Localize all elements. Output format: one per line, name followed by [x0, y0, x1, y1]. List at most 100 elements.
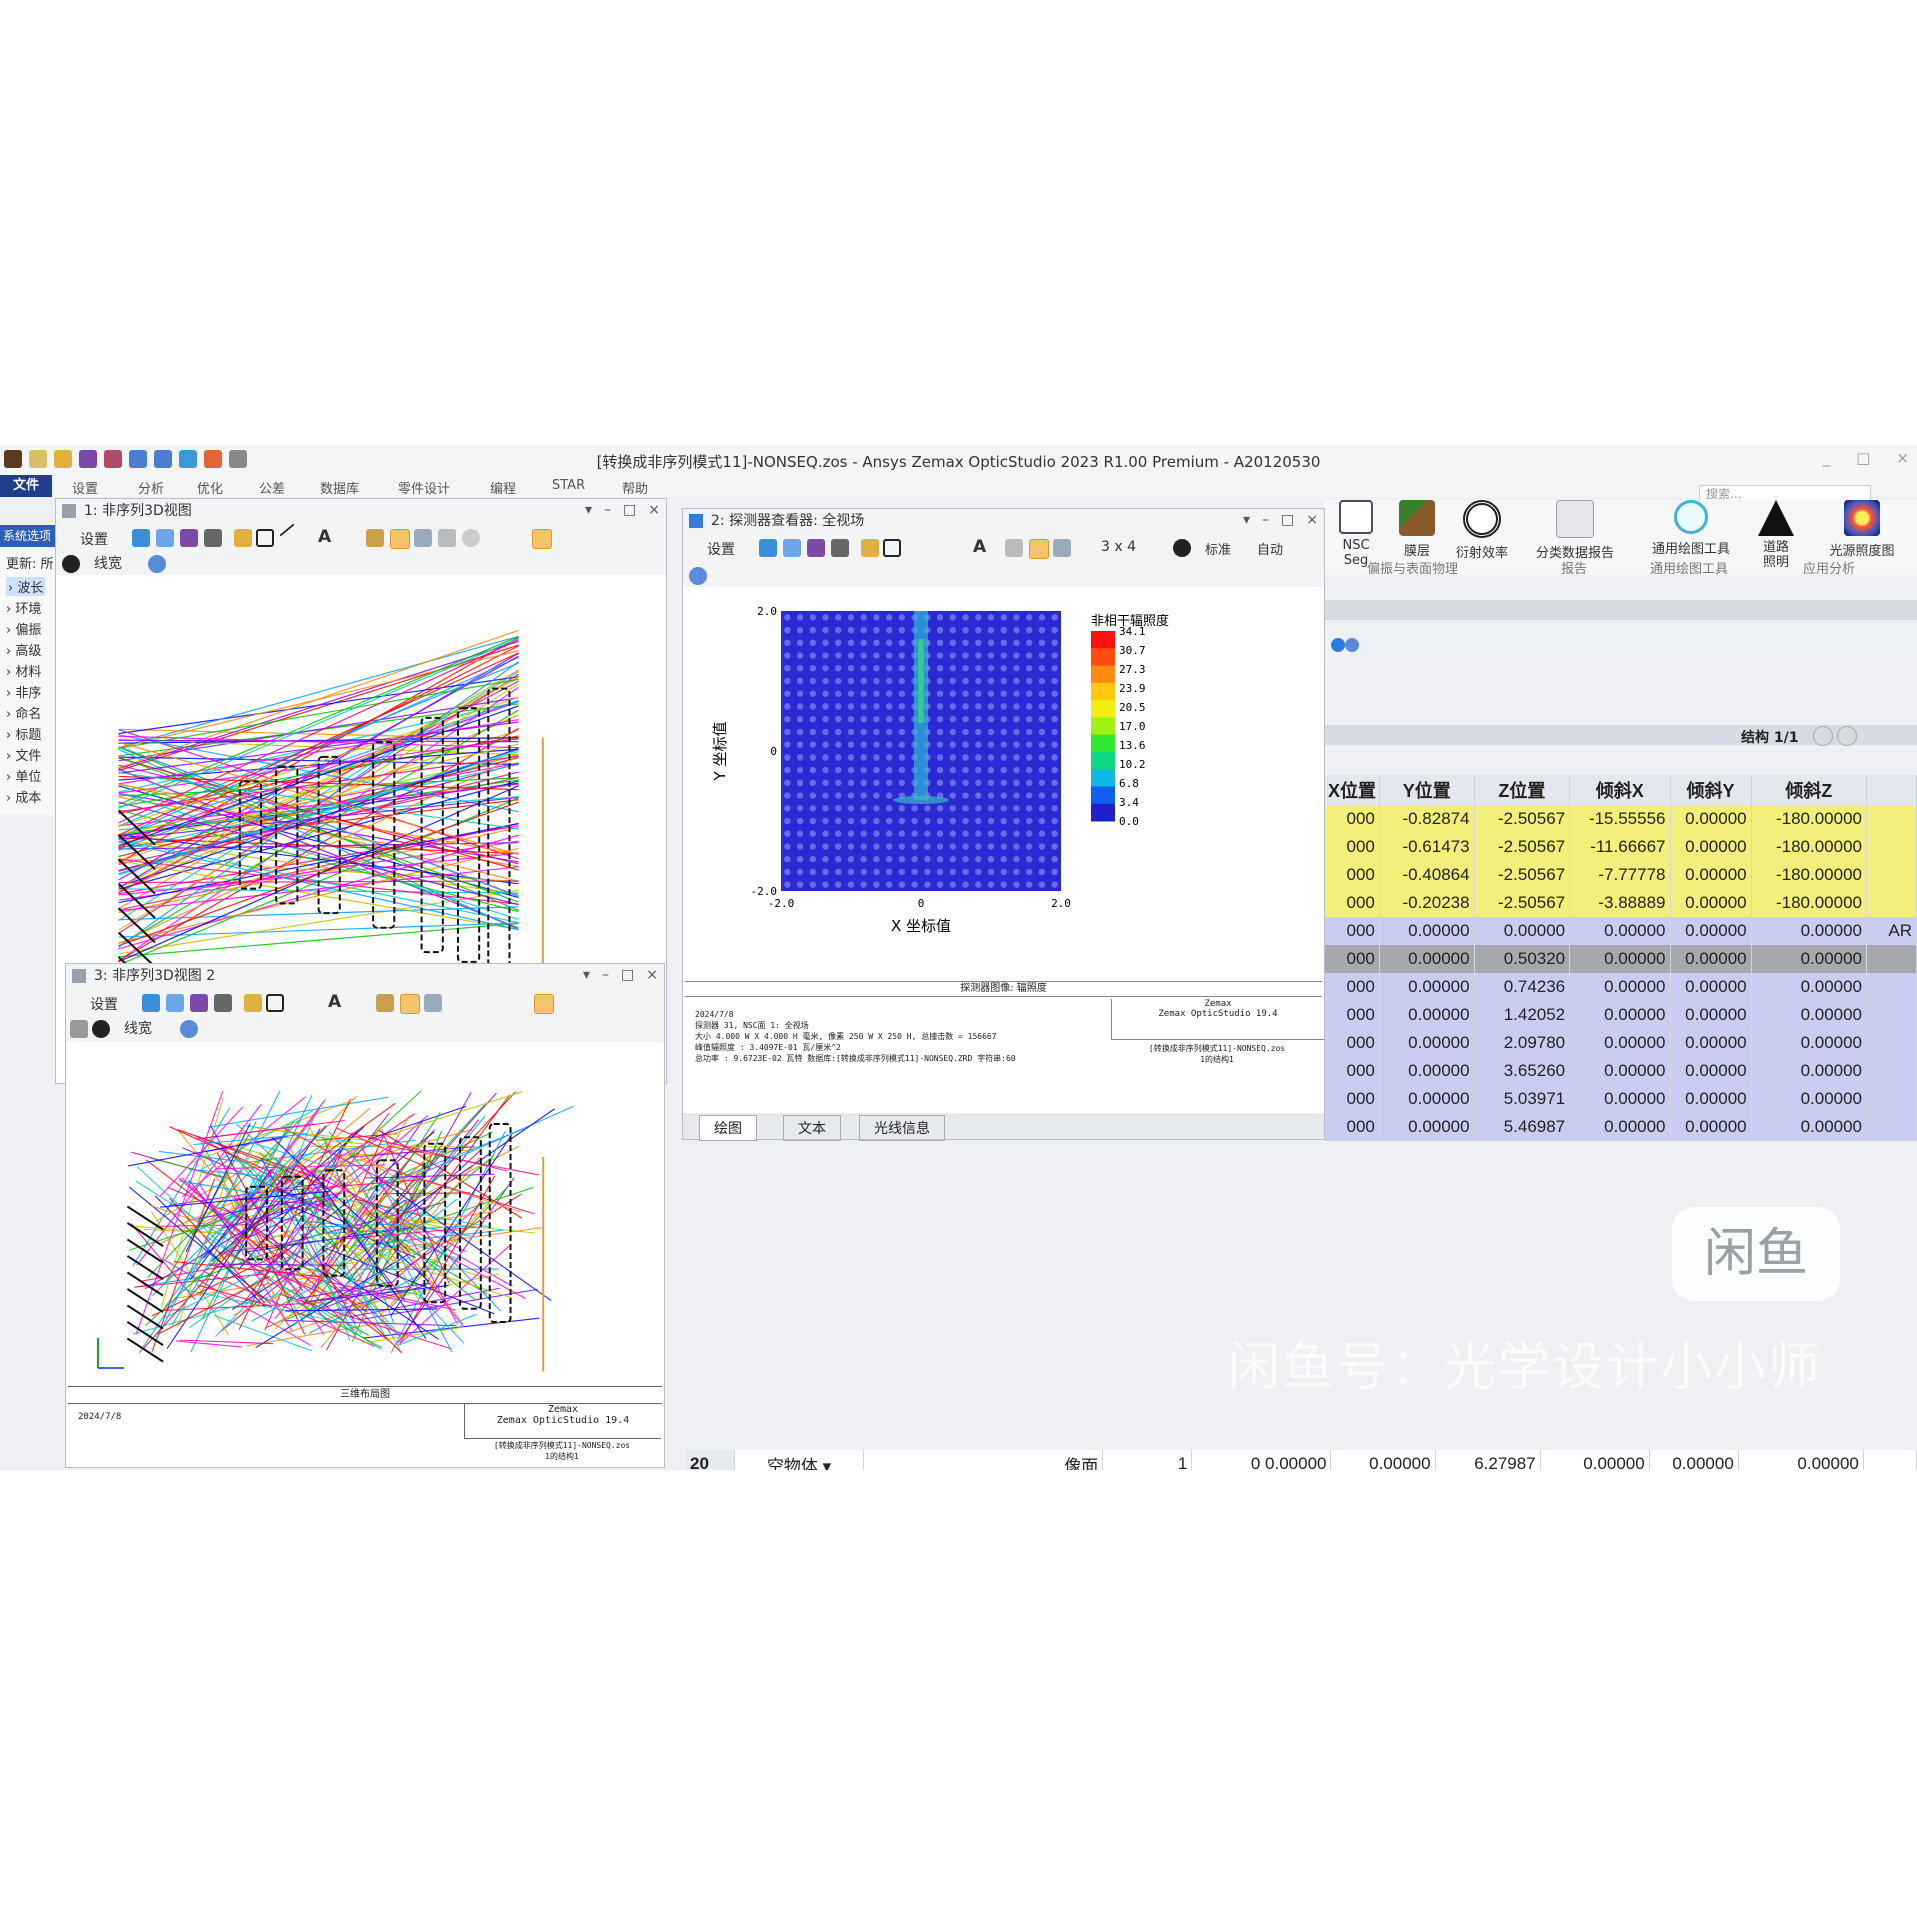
text-tool-icon[interactable]: A [318, 527, 332, 547]
table-cell[interactable]: -15.55556 [1569, 805, 1671, 833]
win2-minimize-icon[interactable]: – [1262, 512, 1270, 528]
table-cell[interactable]: 0.00000 [1569, 973, 1671, 1001]
close-icon[interactable]: × [1896, 449, 1909, 467]
pan-icon[interactable] [438, 529, 456, 547]
table-cell[interactable]: 0.00000 [1649, 1450, 1739, 1470]
table-row[interactable]: 000 0.00000 0.50320 0.00000 0.00000 0.00000 [1325, 945, 1917, 973]
table-cell[interactable]: 0.00000 [1751, 1029, 1868, 1057]
table-cell[interactable] [1866, 1085, 1917, 1113]
table-cell[interactable]: 0 0.00000 [1191, 1450, 1332, 1470]
table-cell[interactable]: 20 [686, 1450, 736, 1470]
window-3d-view-2-title[interactable]: 3: 非序列3D视图 2 [66, 964, 664, 988]
table-cell[interactable]: 000 [1325, 861, 1380, 889]
config-next-icon[interactable] [1837, 726, 1857, 746]
menu-tolerance[interactable]: 公差 [259, 482, 286, 497]
object-type-dropdown[interactable]: 空物体 ▾ [734, 1450, 865, 1470]
axes-icon[interactable] [390, 529, 410, 549]
update-all-icon[interactable] [204, 450, 222, 468]
table-cell[interactable] [1866, 833, 1917, 861]
table-row[interactable]: 000 -0.61473 -2.50567 -11.66667 0.00000 -180.… [1325, 833, 1917, 861]
arrow-icon[interactable] [279, 523, 295, 537]
layout-icon[interactable] [532, 529, 552, 549]
table-cell[interactable]: 3.65260 [1474, 1057, 1571, 1085]
table-cell[interactable]: 6.27987 [1435, 1450, 1541, 1470]
redo-icon[interactable] [154, 450, 172, 468]
table-cell[interactable]: 0.00000 [1670, 1029, 1752, 1057]
table-cell[interactable]: 0.00000 [1569, 1113, 1671, 1141]
menu-analysis[interactable]: 分析 [138, 482, 165, 497]
nsc-seg-button[interactable]: NSC Seg [1337, 500, 1375, 568]
refresh-icon[interactable] [142, 994, 160, 1012]
win2-maximize-icon[interactable]: □ [1281, 512, 1295, 528]
win2-close-icon[interactable]: × [1306, 512, 1318, 528]
table-cell[interactable]: 000 [1325, 973, 1380, 1001]
table-cell[interactable]: 0.00000 [1540, 1450, 1650, 1470]
table-row[interactable]: 000 -0.82874 -2.50567 -15.55556 0.00000 -180.… [1325, 805, 1917, 833]
menu-library[interactable]: 数据库 [320, 482, 360, 497]
table-cell[interactable]: 000 [1325, 805, 1380, 833]
copy-icon[interactable] [166, 994, 184, 1012]
table-cell[interactable]: 0.00000 [1569, 1085, 1671, 1113]
snapshot-icon[interactable] [62, 555, 80, 573]
table-cell[interactable]: 0.00000 [1751, 917, 1868, 945]
export-icon[interactable] [1053, 539, 1071, 557]
win3-close-icon[interactable]: × [646, 967, 658, 983]
maximize-icon[interactable]: □ [1856, 449, 1871, 467]
table-cell[interactable]: 0.00000 [1670, 805, 1752, 833]
table-cell[interactable]: 0.00000 [1569, 945, 1671, 973]
win1-line-dropdown[interactable]: 线宽 [94, 556, 122, 572]
camera-icon[interactable] [1005, 539, 1023, 557]
table-cell[interactable]: 0.00000 [1670, 945, 1752, 973]
win2-settings-button[interactable]: 设置 [707, 542, 735, 558]
table-cell[interactable]: 0.00000 [1330, 1450, 1436, 1470]
save-icon[interactable] [807, 539, 825, 557]
table-cell[interactable]: 0.00000 [1670, 917, 1752, 945]
save-icon[interactable] [79, 450, 97, 468]
table-cell[interactable]: 5.03971 [1474, 1085, 1571, 1113]
table-cell[interactable] [1866, 1057, 1917, 1085]
table-row[interactable]: 000 -0.40864 -2.50567 -7.77778 0.00000 -180.0… [1325, 861, 1917, 889]
table-row[interactable]: 000 0.00000 1.42052 0.00000 0.00000 0.00000 [1325, 1001, 1917, 1029]
tab-plot[interactable]: 绘图 [699, 1115, 757, 1141]
table-cell[interactable]: 5.46987 [1474, 1113, 1571, 1141]
table-cell[interactable] [1863, 1450, 1917, 1470]
help-icon[interactable] [689, 567, 707, 585]
win1-maximize-icon[interactable]: □ [623, 502, 637, 518]
win1-close-icon[interactable]: × [648, 502, 660, 518]
detector-viewer-title[interactable]: 2: 探测器查看器: 全视场 [683, 509, 1324, 533]
system-explorer-item[interactable]: › 高级 [6, 644, 42, 659]
rectangle-icon[interactable] [883, 539, 901, 557]
win3-dropdown-icon[interactable]: ▾ [583, 967, 591, 983]
table-cell[interactable]: -2.50567 [1474, 805, 1571, 833]
table-cell[interactable]: 000 [1325, 1029, 1380, 1057]
rectangle-icon[interactable] [266, 994, 284, 1012]
table-cell[interactable]: -180.00000 [1751, 805, 1868, 833]
table-cell[interactable]: 2.09780 [1474, 1029, 1571, 1057]
table-cell[interactable]: -2.50567 [1474, 833, 1571, 861]
customize-toolbar-icon[interactable] [229, 450, 247, 468]
camera-icon[interactable] [424, 994, 442, 1012]
table-cell[interactable] [1866, 1001, 1917, 1029]
table-cell[interactable] [1866, 1113, 1917, 1141]
table-cell[interactable]: -7.77778 [1569, 861, 1671, 889]
table-cell[interactable]: -180.00000 [1751, 861, 1868, 889]
system-explorer-update[interactable]: 更新: 所 [6, 557, 54, 572]
table-cell[interactable]: 0.00000 [1670, 889, 1752, 917]
refresh-icon[interactable] [179, 450, 197, 468]
table-cell[interactable]: 000 [1325, 1001, 1380, 1029]
table-cell[interactable]: 0.00000 [1379, 1001, 1475, 1029]
table-cell[interactable]: 0.00000 [1670, 1001, 1752, 1029]
table-cell[interactable]: 0.00000 [1379, 1057, 1475, 1085]
text-tool-icon[interactable]: A [328, 992, 342, 1012]
table-cell[interactable]: 0.00000 [1751, 1113, 1868, 1141]
save-icon[interactable] [190, 994, 208, 1012]
menu-optimize[interactable]: 优化 [197, 482, 224, 497]
header-tilt-z[interactable]: 倾斜Z [1751, 775, 1868, 805]
table-row[interactable]: 000 0.00000 5.46987 0.00000 0.00000 0.00000 [1325, 1113, 1917, 1141]
table-cell[interactable]: 0.00000 [1569, 1057, 1671, 1085]
table-cell[interactable]: 000 [1325, 1113, 1380, 1141]
table-cell[interactable]: -180.00000 [1751, 889, 1868, 917]
help-icon[interactable] [180, 1020, 198, 1038]
table-cell[interactable]: -3.88889 [1569, 889, 1671, 917]
window-3d-view-title[interactable]: 1: 非序列3D视图 [56, 499, 666, 523]
